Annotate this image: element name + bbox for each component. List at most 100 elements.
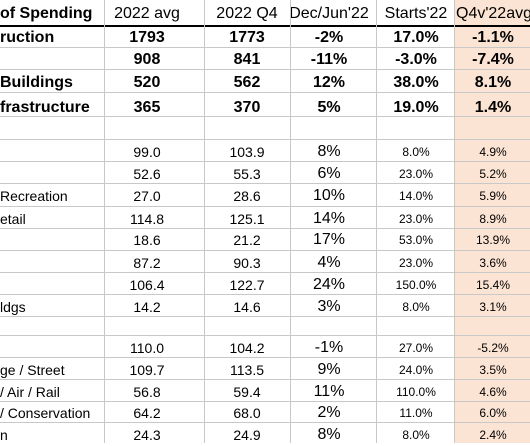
cell-starts: 23.0%: [398, 256, 434, 270]
cell-2022avg: 24.3: [133, 427, 161, 443]
cell-decjun: 9%: [317, 361, 341, 378]
row-label: / Air / Rail: [0, 384, 60, 400]
table-row: 110.0 104.2 -1% 27.0% -5.2%: [0, 337, 530, 359]
table-row: ge / Street 109.7 113.5 9% 24.0% 3.5%: [0, 359, 530, 381]
cell-2022q4: 24.9: [233, 427, 261, 443]
row-label: ge / Street: [0, 362, 65, 378]
row-label: Recreation: [0, 188, 68, 204]
cell-q4v22avg: 3.1%: [479, 300, 507, 314]
gridline: [0, 116, 530, 117]
column-divider: [454, 0, 455, 443]
header-starts: Starts'22: [384, 5, 448, 22]
cell-q4v22avg: 2.4%: [479, 428, 507, 442]
table-row: ldgs 14.2 14.6 3% 8.0% 3.1%: [0, 296, 530, 318]
gridline: [0, 92, 530, 93]
cell-2022q4: 68.0: [233, 405, 261, 421]
cell-q4v22avg: -1.1%: [472, 29, 514, 46]
cell-decjun: 11%: [313, 383, 345, 400]
table-row: 87.2 90.3 4% 23.0% 3.6%: [0, 252, 530, 274]
cell-starts: 8.0%: [402, 300, 430, 314]
cell-starts: 17.0%: [393, 29, 439, 46]
cell-2022avg: 1793: [129, 29, 165, 46]
cell-2022q4: 28.6: [233, 188, 261, 204]
cell-q4v22avg: 8.9%: [479, 212, 507, 226]
cell-decjun: -11%: [310, 51, 348, 68]
table-row: 18.6 21.2 17% 53.0% 13.9%: [0, 229, 530, 251]
cell-2022q4: 21.2: [233, 232, 261, 248]
gridline: [0, 422, 530, 423]
table-row: 99.0 103.9 8% 8.0% 4.9%: [0, 141, 530, 163]
gridline: [0, 25, 530, 27]
gridline: [0, 294, 530, 295]
cell-q4v22avg: 15.4%: [475, 278, 511, 292]
cell-starts: 110.0%: [396, 385, 436, 399]
cell-2022avg: 106.4: [129, 277, 165, 293]
cell-decjun: 17%: [312, 231, 346, 248]
cell-starts: 38.0%: [393, 74, 439, 91]
cell-2022avg: 110.0: [130, 340, 164, 356]
header-row: of Spending 2022 avg 2022 Q4 Dec/Jun'22 …: [0, 3, 530, 25]
cell-starts: 8.0%: [402, 428, 430, 442]
header-decjun: Dec/Jun'22: [289, 5, 369, 22]
gridline: [0, 357, 530, 358]
gridline: [0, 379, 530, 380]
cell-2022avg: 908: [133, 51, 161, 68]
cell-2022q4: 59.4: [233, 384, 261, 400]
table-row: n 24.3 24.9 8% 8.0% 2.4%: [0, 424, 530, 446]
cell-q4v22avg: 13.9%: [475, 233, 511, 247]
cell-2022avg: 87.2: [133, 255, 161, 271]
gridline: [0, 335, 530, 336]
table-row: 106.4 122.7 24% 150.0% 15.4%: [0, 274, 530, 296]
cell-2022q4: 103.9: [229, 144, 265, 160]
cell-decjun: 24%: [312, 276, 346, 293]
cell-decjun: -1%: [314, 339, 344, 356]
cell-2022q4: 90.3: [233, 255, 261, 271]
cell-starts: 23.0%: [398, 212, 434, 226]
cell-q4v22avg: 1.4%: [474, 99, 512, 116]
header-q4v22avg: Q4v'22avg: [456, 5, 530, 22]
cell-2022q4: 125.1: [229, 211, 265, 227]
q4v22avg-column-highlight: [454, 0, 530, 443]
cell-2022avg: 27.0: [133, 188, 161, 204]
gridline: [0, 47, 530, 48]
cell-2022q4: 14.6: [233, 299, 261, 315]
cell-starts: 8.0%: [402, 145, 430, 159]
gridline: [0, 139, 530, 140]
cell-2022avg: 365: [133, 99, 161, 116]
cell-q4v22avg: 5.2%: [479, 167, 507, 181]
cell-starts: -3.0%: [395, 51, 437, 68]
cell-decjun: 2%: [317, 404, 341, 421]
row-label: / Conservation: [0, 405, 91, 421]
header-2022avg: 2022 avg: [114, 5, 180, 22]
gridline: [0, 69, 530, 70]
cell-starts: 24.0%: [398, 363, 434, 377]
cell-starts: 150.0%: [395, 278, 437, 292]
header-2022q4: 2022 Q4: [216, 5, 278, 22]
gridline: [0, 401, 530, 402]
table-row: etail 114.8 125.1 14% 23.0% 8.9%: [0, 208, 530, 230]
row-label: etail: [0, 211, 26, 227]
cell-starts: 14.0%: [398, 189, 434, 203]
gridline: [0, 206, 530, 207]
cell-2022q4: 55.3: [233, 166, 261, 182]
cell-2022q4: 370: [233, 99, 261, 116]
cell-decjun: 8%: [317, 426, 341, 443]
cell-2022q4: 113.5: [230, 362, 264, 378]
cell-starts: 19.0%: [393, 99, 439, 116]
cell-q4v22avg: 4.9%: [479, 145, 507, 159]
cell-decjun: 8%: [317, 143, 341, 160]
gridline: [0, 316, 530, 317]
column-divider: [204, 0, 205, 443]
gridline: [0, 250, 530, 251]
row-label: Buildings: [0, 74, 73, 91]
cell-starts: 11.0%: [399, 406, 433, 420]
row-label: n: [0, 427, 8, 443]
cell-2022avg: 52.6: [133, 166, 161, 182]
cell-2022q4: 562: [233, 74, 261, 91]
header-label: of Spending: [0, 5, 93, 22]
cell-decjun: 4%: [317, 254, 341, 271]
cell-starts: 53.0%: [398, 233, 434, 247]
cell-2022avg: 114.8: [130, 211, 164, 227]
column-divider: [376, 0, 377, 443]
